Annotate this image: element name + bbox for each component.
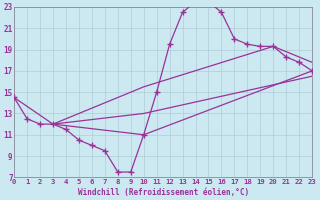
X-axis label: Windchill (Refroidissement éolien,°C): Windchill (Refroidissement éolien,°C) [77,188,249,197]
